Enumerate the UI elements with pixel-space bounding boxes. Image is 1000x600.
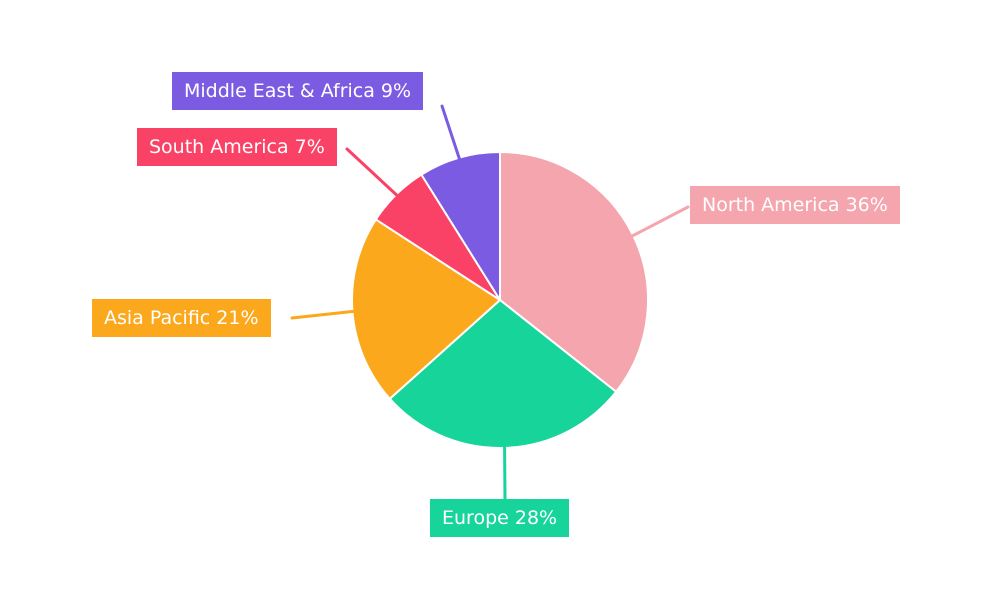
pie-label-middle-east-africa: Middle East & Africa 9% — [172, 72, 424, 110]
pie-label-europe: Europe 28% — [430, 499, 570, 537]
leader-line-asia-pacific — [290, 309, 355, 320]
leader-line-south-america — [345, 147, 399, 197]
pie-label-north-america: North America 36% — [690, 186, 900, 224]
pie-label-asia-pacific: Asia Pacific 21% — [92, 299, 271, 337]
pie-label-south-america: South America 7% — [137, 128, 337, 166]
leader-line-north-america — [630, 205, 690, 238]
leader-line-middle-east-africa — [440, 104, 461, 161]
